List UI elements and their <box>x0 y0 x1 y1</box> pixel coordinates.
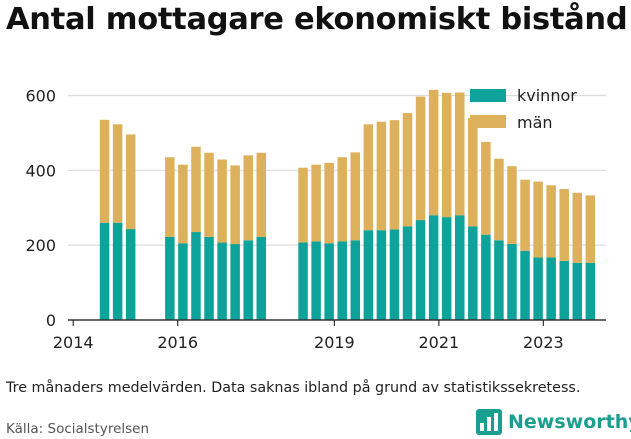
bar-man <box>125 134 136 230</box>
bar-kvinnor <box>363 230 374 320</box>
bar-kvinnor <box>585 262 596 320</box>
legend-swatch-kvinnor <box>470 89 506 102</box>
bar-kvinnor <box>311 241 321 320</box>
bar-man <box>350 152 361 241</box>
bar-man <box>402 113 413 227</box>
bar-man <box>546 185 556 258</box>
bar-kvinnor <box>99 222 110 320</box>
bar-kvinnor <box>376 230 387 320</box>
bar-kvinnor <box>337 241 347 320</box>
bar-kvinnor <box>256 236 267 320</box>
bar-man <box>178 164 188 244</box>
bar-man <box>533 181 543 258</box>
bar-kvinnor <box>507 244 517 320</box>
bar-man <box>376 121 387 231</box>
bar-kvinnor <box>468 226 478 320</box>
newsworthy-chart-icon <box>476 409 502 435</box>
bar-man <box>191 146 201 233</box>
chart-title: Antal mottagare ekonomiskt bistånd <box>6 2 628 37</box>
bar-man <box>585 195 596 263</box>
bar-man <box>165 157 175 237</box>
bar-kvinnor <box>454 215 465 320</box>
bar-man <box>230 165 240 245</box>
bar-kvinnor <box>112 222 123 320</box>
bar-man <box>324 162 334 244</box>
bar-kvinnor <box>546 257 556 320</box>
legend-label-man: män <box>517 113 553 132</box>
bar-man <box>428 89 439 216</box>
y-tick-label: 400 <box>25 161 56 180</box>
bar-kvinnor <box>230 244 240 320</box>
bar-kvinnor <box>441 217 452 320</box>
x-tick-label: 2014 <box>53 333 94 352</box>
bar-kvinnor <box>494 240 504 320</box>
bar-kvinnor <box>125 229 136 320</box>
bar-kvinnor <box>350 240 361 320</box>
bar-man <box>243 155 253 241</box>
bar-kvinnor <box>402 226 413 320</box>
bar-man <box>389 120 400 230</box>
x-tick-label: 2021 <box>418 333 459 352</box>
bar-man <box>468 117 478 227</box>
y-tick-label: 0 <box>46 311 56 330</box>
bar-man <box>337 157 347 242</box>
bar-man <box>481 141 491 235</box>
axes: 0 200 400 600 2014 2016 2019 2021 2023 <box>25 86 606 352</box>
bar-man <box>204 152 214 237</box>
bar-man <box>494 158 504 241</box>
bar-kvinnor <box>204 236 214 320</box>
bar-kvinnor <box>217 242 227 320</box>
bar-kvinnor <box>481 234 491 320</box>
source-note: Källa: Socialstyrelsen <box>6 421 150 437</box>
bar-man <box>112 124 123 223</box>
bar-man <box>507 166 517 245</box>
bar-kvinnor <box>572 262 583 320</box>
bar-kvinnor <box>324 243 334 320</box>
bar-man <box>256 152 267 237</box>
bar-kvinnor <box>165 236 175 320</box>
y-tick-label: 200 <box>25 236 56 255</box>
x-tick-label: 2019 <box>314 333 355 352</box>
bar-kvinnor <box>520 250 530 320</box>
bar-man <box>99 119 110 223</box>
bar-man <box>559 189 569 261</box>
bar-man <box>311 164 321 242</box>
bar-man <box>572 192 583 263</box>
bar-man <box>454 92 465 216</box>
bar-kvinnor <box>389 229 400 320</box>
bar-kvinnor <box>533 257 543 320</box>
bar-kvinnor <box>415 220 426 320</box>
chart-caption: Tre månaders medelvärden. Data saknas ib… <box>6 380 581 396</box>
bar-kvinnor <box>298 242 308 320</box>
legend: kvinnor män <box>470 86 577 132</box>
legend-swatch-man <box>470 115 506 128</box>
x-tick-label: 2016 <box>157 333 198 352</box>
bar-man <box>298 167 308 243</box>
newsworthy-logo: Newsworthy <box>476 408 631 436</box>
bar-kvinnor <box>243 240 253 320</box>
bar-kvinnor <box>178 243 188 320</box>
bar-man <box>217 159 227 243</box>
legend-label-kvinnor: kvinnor <box>517 86 577 105</box>
stacked-bar-chart: 0 200 400 600 2014 2016 2019 2021 2023 kvinnor m… <box>25 86 606 352</box>
bars <box>99 89 596 320</box>
bar-kvinnor <box>428 215 439 320</box>
bar-man <box>441 92 452 218</box>
brand-name: Newsworthy <box>508 411 631 433</box>
y-tick-label: 600 <box>25 86 56 105</box>
x-tick-label: 2023 <box>523 333 564 352</box>
bar-kvinnor <box>559 260 569 320</box>
bar-kvinnor <box>191 232 201 320</box>
bar-man <box>415 96 426 221</box>
bar-man <box>363 124 374 231</box>
bar-man <box>520 179 530 251</box>
